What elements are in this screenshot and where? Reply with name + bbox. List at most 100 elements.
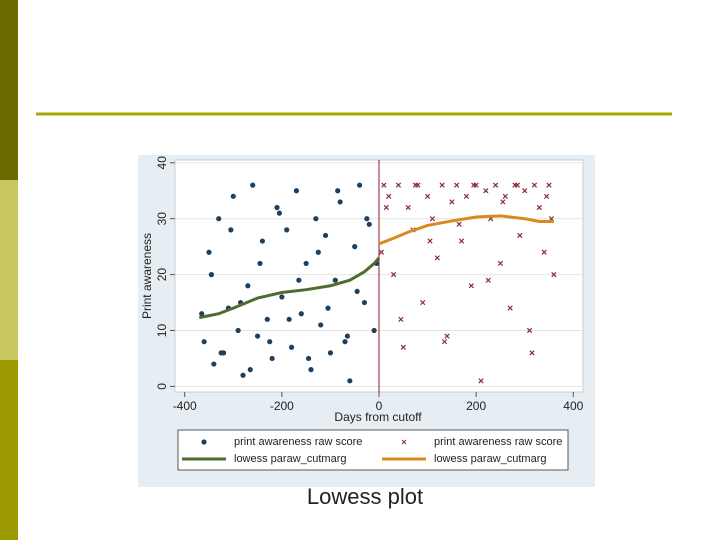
- point: [485, 277, 491, 283]
- point: [517, 232, 523, 239]
- point: [412, 182, 419, 188]
- point: [342, 339, 348, 345]
- y-tick-label: 10: [155, 324, 169, 338]
- point: [361, 299, 368, 306]
- point: [315, 249, 321, 255]
- point: [420, 299, 426, 306]
- point: [313, 216, 319, 222]
- point: [240, 372, 246, 378]
- side-bar: [0, 360, 18, 540]
- point: [259, 238, 266, 244]
- point: [356, 182, 363, 188]
- point: [267, 339, 273, 345]
- point: [427, 238, 433, 244]
- point: [279, 294, 285, 300]
- legend-label: print awareness raw score: [434, 436, 562, 448]
- point: [257, 260, 263, 267]
- legend-label: print awareness raw score: [234, 436, 362, 448]
- point: [288, 344, 295, 350]
- point: [390, 271, 397, 278]
- point: [424, 193, 431, 199]
- point: [201, 339, 207, 345]
- point: [449, 199, 455, 205]
- y-tick-label: 30: [155, 212, 169, 226]
- point: [318, 322, 324, 328]
- point: [254, 333, 261, 339]
- lowess-line: [378, 214, 554, 246]
- point: [386, 193, 392, 199]
- point: [456, 221, 462, 227]
- point: [551, 271, 557, 278]
- point: [296, 277, 302, 283]
- point: [507, 305, 513, 311]
- point: [337, 199, 343, 205]
- point: [543, 193, 550, 199]
- side-bar: [0, 0, 18, 180]
- legend-label: lowess paraw_cutmarg: [434, 453, 547, 465]
- x-tick-label: -200: [270, 399, 294, 413]
- point: [383, 204, 389, 211]
- point: [398, 316, 404, 322]
- point: [218, 350, 224, 356]
- x-tick-label: 200: [466, 399, 486, 413]
- point: [441, 339, 448, 345]
- point: [522, 188, 528, 194]
- point: [364, 216, 370, 222]
- point: [305, 355, 312, 362]
- point: [405, 204, 411, 211]
- point: [378, 249, 385, 255]
- point: [529, 350, 535, 356]
- point: [352, 244, 358, 250]
- point: [371, 327, 377, 334]
- point: [458, 238, 465, 244]
- y-tick-label: 40: [155, 156, 169, 170]
- x-tick-label: 0: [376, 399, 383, 413]
- caption: Lowess plot: [307, 484, 423, 509]
- point: [536, 204, 542, 211]
- point: [206, 249, 212, 255]
- y-tick-label: 0: [155, 383, 169, 390]
- point: [199, 311, 205, 317]
- legend-symbol: [401, 439, 407, 445]
- point: [354, 288, 360, 294]
- point: [327, 350, 334, 356]
- point: [344, 333, 351, 339]
- point: [211, 361, 217, 367]
- point: [468, 283, 474, 289]
- point: [492, 182, 499, 188]
- point: [247, 367, 253, 373]
- point: [541, 249, 547, 255]
- point: [497, 260, 504, 267]
- point: [463, 193, 470, 199]
- point: [347, 378, 353, 384]
- y-tick-label: 20: [155, 268, 169, 282]
- point: [332, 277, 338, 283]
- point: [284, 227, 290, 233]
- point: [531, 182, 538, 188]
- point: [235, 327, 241, 334]
- point: [298, 311, 304, 317]
- point: [228, 227, 234, 233]
- y-axis-title: Print awareness: [140, 233, 154, 319]
- point: [335, 188, 341, 194]
- point: [308, 367, 314, 373]
- point: [478, 378, 484, 384]
- point: [366, 221, 372, 227]
- x-axis-title: Days from cutoff: [334, 410, 422, 424]
- point: [546, 182, 552, 188]
- point: [514, 182, 521, 188]
- point: [502, 193, 508, 199]
- point: [434, 255, 440, 261]
- point: [286, 316, 292, 322]
- point: [500, 199, 506, 205]
- point: [526, 327, 533, 334]
- point: [429, 216, 436, 222]
- legend: [177, 429, 569, 471]
- point: [264, 316, 270, 322]
- x-tick-label: 400: [563, 399, 583, 413]
- point: [276, 210, 283, 216]
- point: [444, 333, 450, 339]
- point: [245, 283, 251, 289]
- point: [293, 188, 300, 194]
